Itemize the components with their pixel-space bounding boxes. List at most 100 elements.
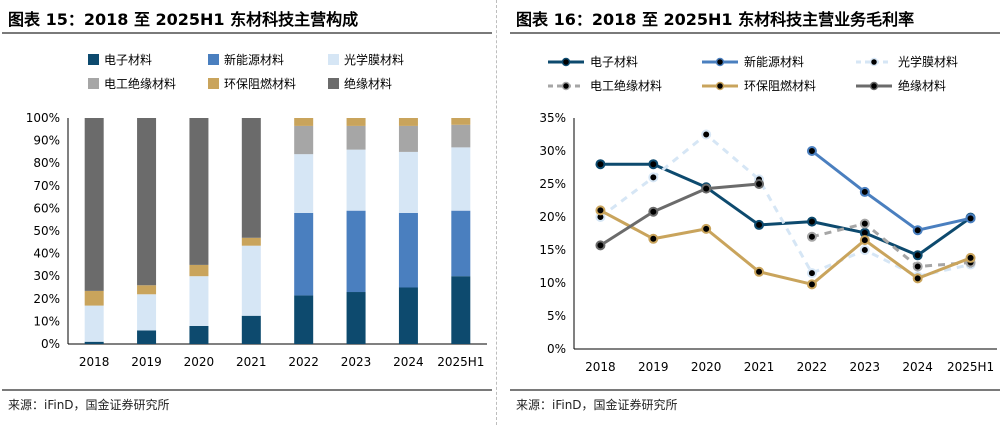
y-tick-label: 25%	[539, 177, 566, 191]
bar-segment	[451, 124, 471, 148]
series-line	[599, 209, 972, 286]
legend-label: 环保阻燃材料	[744, 78, 816, 93]
bar-segment	[241, 118, 261, 238]
source-note: 来源：iFinD，国金证券研究所	[8, 398, 170, 412]
data-point	[754, 179, 765, 189]
bar-segment	[241, 237, 261, 246]
legend-swatch	[88, 54, 99, 65]
legend-swatch	[88, 78, 99, 89]
x-tick-label: 2019	[131, 355, 162, 369]
bar-segment	[137, 118, 157, 286]
legend-marker	[715, 81, 725, 91]
data-point	[648, 233, 659, 244]
data-point	[859, 245, 870, 255]
y-tick-label: 30%	[33, 269, 60, 283]
panel-divider	[496, 0, 497, 425]
data-point	[912, 273, 923, 284]
data-point	[754, 219, 765, 230]
bar-segment	[294, 295, 314, 344]
data-point	[648, 172, 659, 183]
x-tick-label: 2022	[288, 355, 319, 369]
data-point	[754, 266, 765, 277]
x-tick-label: 2021	[236, 355, 267, 369]
legend-label: 光学膜材料	[344, 52, 404, 67]
y-tick-label: 60%	[33, 201, 60, 215]
y-tick-label: 0%	[547, 342, 566, 356]
bar-segment	[84, 290, 104, 306]
x-tick-label: 2019	[638, 360, 669, 374]
legend-marker	[715, 57, 725, 67]
series-line	[811, 149, 971, 232]
bar-segment	[294, 212, 314, 296]
legend-swatch	[208, 78, 219, 89]
x-tick-label: 2022	[797, 360, 828, 374]
x-tick-label: 2025H1	[437, 355, 484, 369]
bar-segment	[294, 154, 314, 213]
x-tick-label: 2018	[585, 360, 616, 374]
legend-label: 电工绝缘材料	[590, 78, 662, 93]
legend-label: 绝缘材料	[344, 76, 392, 91]
bar-segment	[398, 125, 418, 152]
x-tick-label: 2024	[902, 360, 933, 374]
data-point	[648, 159, 659, 170]
bar-segment	[84, 118, 104, 291]
y-tick-label: 5%	[547, 309, 566, 323]
bar-segment	[346, 210, 366, 293]
y-tick-label: 20%	[539, 210, 566, 224]
legend-label: 环保阻燃材料	[224, 76, 296, 91]
legend-label: 光学膜材料	[898, 54, 958, 69]
data-point	[965, 252, 976, 263]
bar-segment	[294, 125, 314, 155]
data-point	[595, 205, 606, 216]
title-rule	[510, 32, 1000, 34]
legend-label: 新能源材料	[224, 52, 284, 67]
data-point	[912, 261, 923, 272]
source-rule	[510, 389, 1000, 391]
bar-segment	[451, 210, 471, 277]
series-line	[599, 182, 760, 247]
y-tick-label: 80%	[33, 156, 60, 170]
legend-swatch	[328, 54, 339, 65]
chart-title: 图表 16：2018 至 2025H1 东材科技主营业务毛利率	[516, 10, 915, 29]
data-point	[648, 206, 659, 217]
bar-segment	[241, 315, 261, 344]
x-tick-label: 2021	[744, 360, 775, 374]
legend-marker	[561, 57, 571, 67]
data-point	[912, 250, 923, 261]
bar-segment	[451, 276, 471, 344]
legend-marker	[869, 57, 879, 67]
bar-segment	[451, 147, 471, 211]
data-point	[595, 240, 606, 251]
bar-segment	[398, 212, 418, 288]
bar-segment	[137, 330, 157, 344]
bar-segment	[398, 118, 418, 126]
y-tick-label: 15%	[539, 243, 566, 257]
y-tick-label: 20%	[33, 292, 60, 306]
y-tick-label: 10%	[539, 276, 566, 290]
bar-segment	[346, 125, 366, 150]
bar-segment	[346, 118, 366, 126]
y-tick-label: 35%	[539, 111, 566, 125]
data-point	[965, 213, 976, 224]
x-tick-label: 2025H1	[947, 360, 994, 374]
legend-label: 电子材料	[104, 53, 152, 67]
bar-segment	[84, 305, 104, 342]
bar-segment	[189, 325, 209, 344]
legend-swatch	[208, 54, 219, 65]
data-point	[912, 225, 923, 236]
x-tick-label: 2020	[184, 355, 215, 369]
y-tick-label: 30%	[539, 144, 566, 158]
bar-segment	[137, 285, 157, 295]
chart-panel-composition: 图表 15：2018 至 2025H1 东材科技主营构成 电子材料 新能源材料 光学…	[2, 0, 492, 425]
chart-panel-margin: 图表 16：2018 至 2025H1 东材科技主营业务毛利率 电子材料 新能源材…	[510, 0, 1000, 425]
x-tick-label: 2023	[850, 360, 881, 374]
title-rule	[2, 32, 492, 34]
bar-segment	[398, 151, 418, 213]
data-point	[806, 146, 817, 156]
bar-segment	[241, 245, 261, 316]
data-point	[806, 216, 817, 227]
source-rule	[2, 389, 492, 391]
legend-marker	[869, 81, 879, 91]
y-tick-label: 90%	[33, 134, 60, 148]
